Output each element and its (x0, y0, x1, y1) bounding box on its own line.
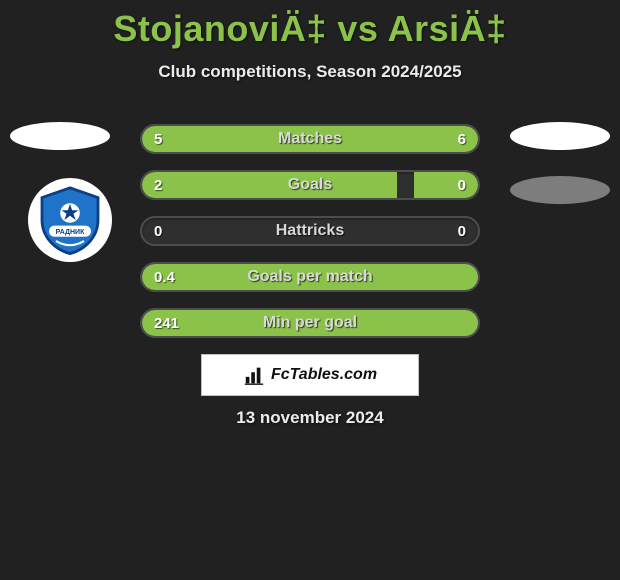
value-right: 6 (458, 126, 466, 152)
fill-right (414, 172, 478, 198)
comparison-row: 0.4Goals per match (140, 262, 480, 292)
comparison-row: 56Matches (140, 124, 480, 154)
value-left: 2 (154, 172, 162, 198)
brand-label: FcTables.com (271, 366, 377, 384)
value-left: 0.4 (154, 264, 175, 290)
shield-icon: РАДНИК (35, 185, 105, 255)
club-badge: РАДНИК (28, 178, 112, 262)
value-left: 5 (154, 126, 162, 152)
page-subtitle: Club competitions, Season 2024/2025 (0, 62, 620, 82)
metric-label: Hattricks (142, 218, 478, 244)
svg-text:РАДНИК: РАДНИК (56, 229, 85, 236)
value-left: 0 (154, 218, 162, 244)
player-right-pill-2 (510, 176, 610, 204)
fill-left (142, 172, 397, 198)
page-title: StojanoviÄ‡ vs ArsiÄ‡ (0, 0, 620, 50)
player-right-pill (510, 122, 610, 150)
date-label: 13 november 2024 (0, 408, 620, 428)
comparison-row: 20Goals (140, 170, 480, 200)
value-right: 0 (458, 172, 466, 198)
brand-box: FcTables.com (201, 354, 419, 396)
value-right: 0 (458, 218, 466, 244)
player-left-pill (10, 122, 110, 150)
comparison-row: 0 0Hattricks (140, 216, 480, 246)
comparison-rows: 56Matches20Goals00Hattricks0.4Goals per … (140, 124, 480, 354)
bar-chart-icon (243, 364, 265, 386)
fill-right (293, 126, 478, 152)
fill-left (142, 126, 293, 152)
fill-left (142, 264, 478, 290)
fill-left (142, 310, 478, 336)
value-left: 241 (154, 310, 179, 336)
comparison-row: 241Min per goal (140, 308, 480, 338)
